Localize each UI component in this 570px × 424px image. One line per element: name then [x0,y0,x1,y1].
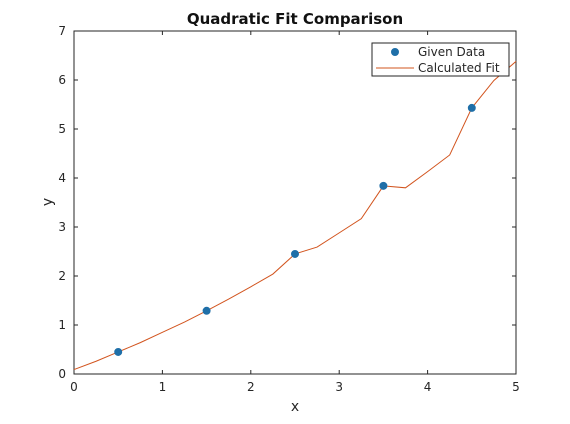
y-tick-label: 2 [58,269,66,283]
data-point [114,347,123,356]
data-point [467,103,476,112]
legend-label-calculated-fit: Calculated Fit [418,61,500,75]
chart-title: Quadratic Fit Comparison [187,10,403,28]
x-tick-label: 2 [247,380,255,394]
x-tick-label: 3 [335,380,343,394]
y-tick-label: 0 [58,367,66,381]
series-layer [73,61,517,371]
y-axis-label: y [40,198,56,206]
x-tick-label: 1 [159,380,167,394]
axes-layer: 0 1 2 3 4 5 0 1 2 3 4 5 6 7 [58,24,519,394]
legend-items: Given Data Calculated Fit [376,45,500,75]
legend-marker-given-data [391,48,399,56]
y-tick-label: 3 [58,220,66,234]
data-point [379,181,388,190]
plot-area [73,30,517,375]
y-tick-label: 4 [58,171,66,185]
data-point [291,249,299,258]
legend-label-given-data: Given Data [418,45,485,59]
y-tick-label: 7 [58,24,66,38]
x-axis-label: x [291,399,299,415]
x-tick-label: 5 [512,380,520,394]
y-tick-label: 1 [58,318,66,332]
y-tick-label: 6 [58,73,66,87]
legend: Given Data Calculated Fit [371,42,510,77]
data-point [202,306,211,315]
x-tick-label: 0 [70,380,78,394]
y-tick-label: 5 [58,122,66,136]
x-tick-label: 4 [424,380,432,394]
